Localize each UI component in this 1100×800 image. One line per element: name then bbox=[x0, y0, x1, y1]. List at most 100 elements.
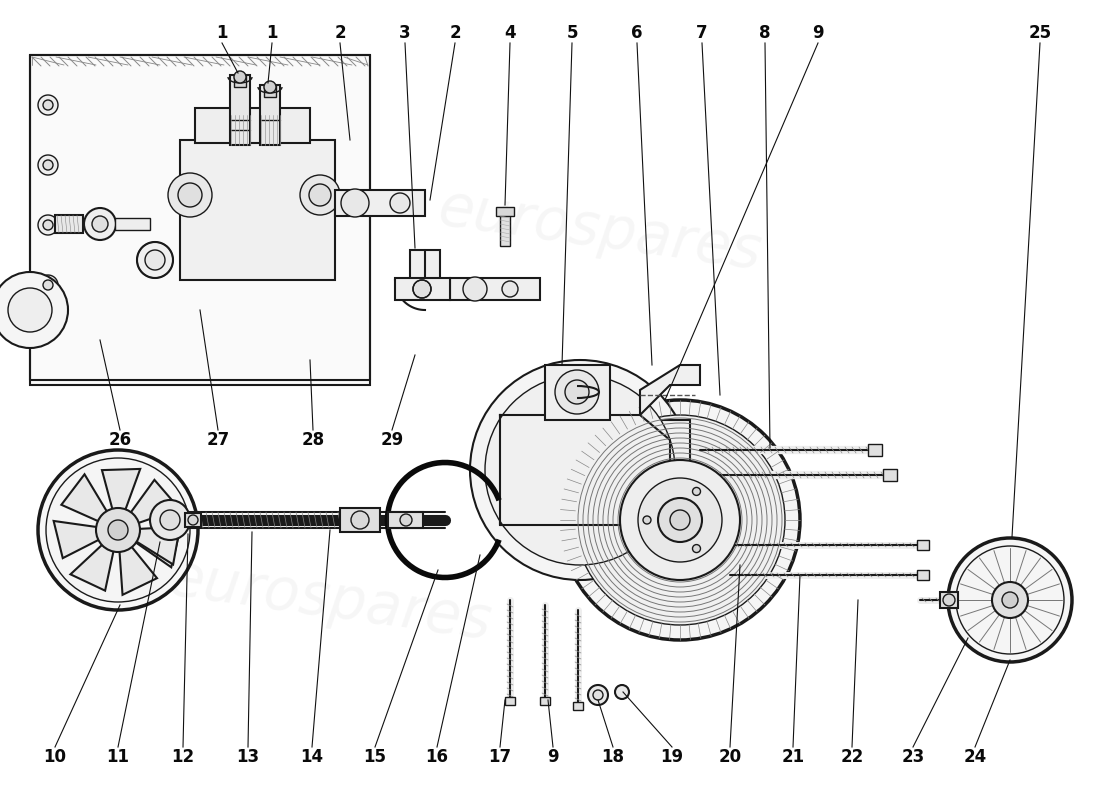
Polygon shape bbox=[134, 530, 180, 567]
Circle shape bbox=[948, 538, 1072, 662]
Text: 15: 15 bbox=[363, 748, 386, 766]
Bar bbox=[917, 570, 930, 580]
Circle shape bbox=[39, 215, 58, 235]
Bar bbox=[55, 215, 82, 233]
Text: 25: 25 bbox=[1028, 24, 1052, 42]
Circle shape bbox=[43, 280, 53, 290]
Text: 17: 17 bbox=[488, 748, 512, 766]
Polygon shape bbox=[640, 365, 700, 415]
Circle shape bbox=[351, 511, 369, 529]
Text: 24: 24 bbox=[964, 748, 987, 766]
Circle shape bbox=[138, 242, 173, 278]
Circle shape bbox=[39, 275, 58, 295]
Circle shape bbox=[84, 208, 116, 240]
Text: 10: 10 bbox=[44, 748, 66, 766]
Bar bbox=[505, 697, 515, 705]
Circle shape bbox=[943, 594, 955, 606]
Circle shape bbox=[1002, 592, 1018, 608]
Bar bbox=[340, 508, 379, 532]
Text: 9: 9 bbox=[547, 748, 559, 766]
Text: 6: 6 bbox=[631, 24, 642, 42]
Polygon shape bbox=[102, 469, 140, 513]
Circle shape bbox=[264, 81, 276, 93]
Bar bbox=[868, 444, 882, 456]
Bar bbox=[230, 75, 250, 145]
Text: 28: 28 bbox=[301, 431, 324, 449]
Text: 12: 12 bbox=[172, 748, 195, 766]
Circle shape bbox=[108, 520, 128, 540]
Text: 21: 21 bbox=[781, 748, 804, 766]
Text: 13: 13 bbox=[236, 748, 260, 766]
Circle shape bbox=[43, 220, 53, 230]
Text: 23: 23 bbox=[901, 748, 925, 766]
Circle shape bbox=[412, 280, 431, 298]
Text: 11: 11 bbox=[107, 748, 130, 766]
Text: 3: 3 bbox=[399, 24, 410, 42]
Circle shape bbox=[502, 281, 518, 297]
Bar bbox=[116, 218, 150, 230]
Bar bbox=[388, 512, 424, 528]
Circle shape bbox=[565, 380, 588, 404]
Text: 5: 5 bbox=[566, 24, 578, 42]
Bar bbox=[180, 140, 336, 280]
Circle shape bbox=[309, 184, 331, 206]
Text: 18: 18 bbox=[602, 748, 625, 766]
Circle shape bbox=[46, 458, 190, 602]
Text: 1: 1 bbox=[217, 24, 228, 42]
Circle shape bbox=[638, 478, 722, 562]
Bar bbox=[410, 250, 440, 282]
Circle shape bbox=[588, 685, 608, 705]
Bar bbox=[395, 278, 450, 300]
Bar bbox=[573, 702, 583, 710]
Circle shape bbox=[485, 375, 675, 565]
Circle shape bbox=[160, 510, 180, 530]
Bar bbox=[336, 190, 425, 216]
Bar bbox=[500, 208, 510, 246]
Polygon shape bbox=[500, 415, 670, 525]
Circle shape bbox=[390, 193, 410, 213]
Text: eurospares: eurospares bbox=[434, 179, 766, 281]
Polygon shape bbox=[135, 526, 180, 565]
Circle shape bbox=[43, 160, 53, 170]
Bar bbox=[450, 278, 540, 300]
Circle shape bbox=[92, 216, 108, 232]
Circle shape bbox=[43, 100, 53, 110]
Bar bbox=[234, 75, 246, 87]
Text: 27: 27 bbox=[207, 431, 230, 449]
Circle shape bbox=[615, 685, 629, 699]
Circle shape bbox=[693, 545, 701, 553]
Text: 2: 2 bbox=[334, 24, 345, 42]
Text: 2: 2 bbox=[449, 24, 461, 42]
Bar bbox=[30, 55, 370, 385]
Circle shape bbox=[168, 173, 212, 217]
Bar bbox=[544, 365, 610, 420]
Bar bbox=[264, 85, 276, 97]
Text: 22: 22 bbox=[840, 748, 864, 766]
Bar bbox=[260, 85, 280, 145]
Circle shape bbox=[145, 250, 165, 270]
Text: 19: 19 bbox=[660, 748, 683, 766]
Text: 9: 9 bbox=[812, 24, 824, 42]
Circle shape bbox=[300, 175, 340, 215]
Circle shape bbox=[39, 155, 58, 175]
Circle shape bbox=[470, 360, 690, 580]
Bar bbox=[185, 513, 201, 527]
Text: 16: 16 bbox=[426, 748, 449, 766]
Bar bbox=[540, 697, 550, 705]
Text: 14: 14 bbox=[300, 748, 323, 766]
Text: 26: 26 bbox=[109, 431, 132, 449]
Bar bbox=[917, 540, 930, 550]
Polygon shape bbox=[129, 480, 179, 523]
Bar bbox=[640, 420, 690, 520]
Polygon shape bbox=[120, 544, 157, 595]
Polygon shape bbox=[54, 521, 102, 558]
Text: eurospares: eurospares bbox=[165, 549, 495, 651]
Circle shape bbox=[39, 450, 198, 610]
Circle shape bbox=[556, 370, 600, 414]
Bar bbox=[496, 207, 514, 216]
Circle shape bbox=[575, 415, 785, 625]
Circle shape bbox=[150, 500, 190, 540]
Circle shape bbox=[234, 71, 246, 83]
Circle shape bbox=[670, 510, 690, 530]
Circle shape bbox=[178, 183, 202, 207]
